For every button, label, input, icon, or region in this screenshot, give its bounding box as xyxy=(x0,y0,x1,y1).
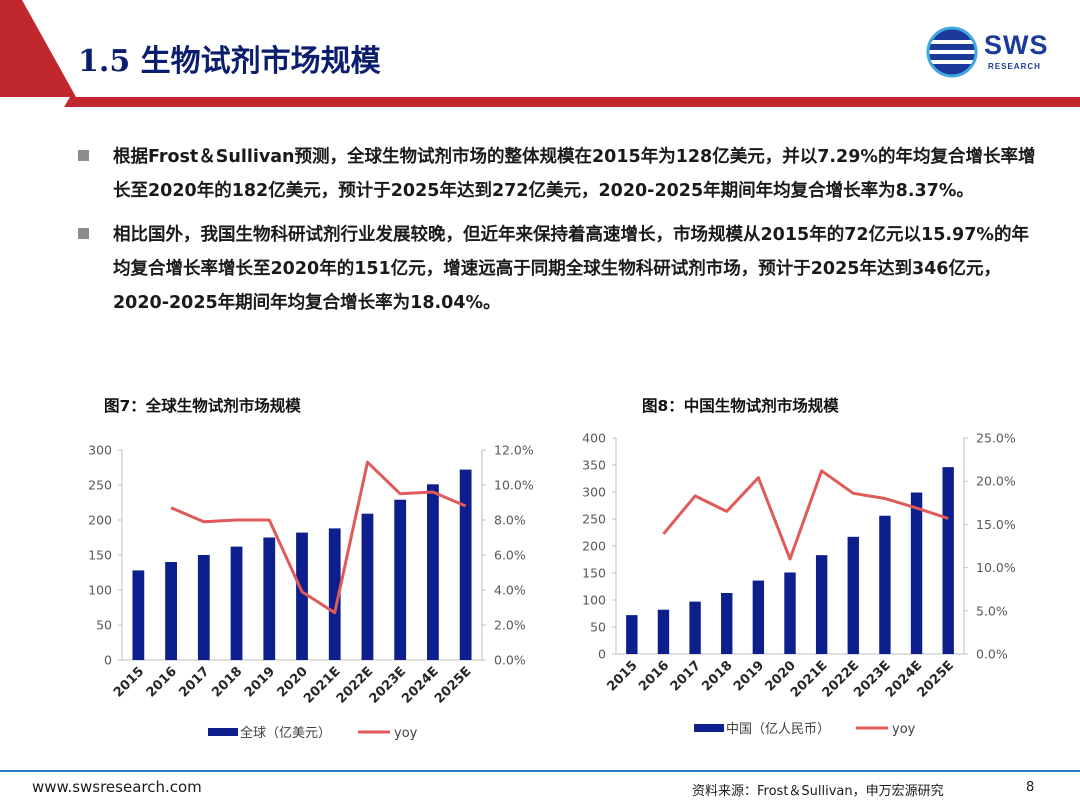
right-tick-label: 0.0% xyxy=(494,653,526,668)
x-tick-label: 2016 xyxy=(636,658,672,694)
bar-2015 xyxy=(132,570,145,660)
bar-2020 xyxy=(296,532,308,660)
x-tick-label: 2015 xyxy=(604,658,640,694)
chart-global: 0 50 100 150 200 250 300 0.0% 2.0% 4.0% 6.0% 8.0% 10… xyxy=(88,443,534,742)
bullet-text-global: 根据Frost＆Sullivan预测，全球生物试剂市场的整体规模在2015年为1… xyxy=(113,147,1036,201)
left-tick-label: 0 xyxy=(598,647,606,662)
legend-bar-label: 中国（亿人民币） xyxy=(726,722,830,737)
bar-2018 xyxy=(230,546,243,660)
left-tick-label: 200 xyxy=(88,513,112,528)
left-tick-label: 150 xyxy=(582,566,606,581)
right-tick-label: 20.0% xyxy=(976,474,1016,489)
bar-2020 xyxy=(784,572,796,654)
bar-2021E xyxy=(328,528,341,660)
bar-2022E xyxy=(847,536,859,654)
x-tick-label: 2018 xyxy=(699,658,735,694)
bar-2023E xyxy=(394,499,407,660)
bar-2021E xyxy=(815,555,828,654)
yoy-line xyxy=(170,460,467,615)
x-tick-label: 2017 xyxy=(668,658,704,694)
left-tick-label: 150 xyxy=(88,548,112,563)
bar-2018 xyxy=(721,592,733,654)
yoy-line xyxy=(662,469,949,561)
bar-2016 xyxy=(165,562,177,660)
x-tick-label: 2025E xyxy=(432,664,474,706)
footer-source: 资料来源：Frost＆Sullivan，申万宏源研究 xyxy=(692,784,944,799)
x-tick-label: 2017 xyxy=(176,664,212,700)
header-bar xyxy=(64,97,1080,107)
left-tick-label: 50 xyxy=(590,620,606,635)
logo-text: SWS xyxy=(984,30,1049,60)
x-tick-label: 2015 xyxy=(111,664,147,700)
left-tick-label: 400 xyxy=(582,431,606,446)
left-tick-label: 200 xyxy=(582,539,606,554)
legend-bar-swatch xyxy=(694,724,724,732)
right-tick-label: 6.0% xyxy=(494,548,526,563)
legend-bar-label: 全球（亿美元） xyxy=(240,725,331,741)
sws-logo: SWS RESEARCH xyxy=(926,26,1066,80)
left-tick-label: 300 xyxy=(582,485,606,500)
bar-2019 xyxy=(263,537,276,660)
logo-subtext: RESEARCH xyxy=(988,62,1041,71)
header-corner-shape xyxy=(0,0,76,97)
bullet-square-icon xyxy=(78,228,89,239)
bar-2023E xyxy=(879,515,891,654)
x-tick-label: 2019 xyxy=(731,658,767,694)
right-tick-label: 10.0% xyxy=(976,560,1016,575)
bar-2024E xyxy=(427,484,439,660)
right-tick-label: 25.0% xyxy=(976,431,1016,446)
right-tick-label: 10.0% xyxy=(494,478,534,493)
legend-line-label: yoy xyxy=(394,726,418,741)
x-tick-label: 2018 xyxy=(209,664,245,700)
right-tick-label: 15.0% xyxy=(976,517,1016,532)
legend-bar-swatch xyxy=(208,728,238,736)
bullet-item: 根据Frost＆Sullivan预测，全球生物试剂市场的整体规模在2015年为1… xyxy=(78,140,1038,208)
bar-2017 xyxy=(689,601,701,654)
right-tick-label: 8.0% xyxy=(494,513,526,528)
bar-2016 xyxy=(657,609,670,654)
bullet-list: 根据Frost＆Sullivan预测，全球生物试剂市场的整体规模在2015年为1… xyxy=(78,140,1038,330)
left-tick-label: 100 xyxy=(582,593,606,608)
right-tick-label: 0.0% xyxy=(976,647,1008,662)
globe-icon xyxy=(926,26,978,78)
page-title: 1.5 生物试剂市场规模 xyxy=(78,44,381,79)
left-tick-label: 0 xyxy=(104,653,112,668)
bar-2015 xyxy=(626,615,638,654)
page-number: 8 xyxy=(1026,780,1035,795)
right-tick-label: 12.0% xyxy=(494,443,534,458)
left-tick-label: 350 xyxy=(582,458,606,473)
bar-2025E xyxy=(942,467,954,654)
x-tick-label: 2016 xyxy=(144,664,180,700)
right-tick-label: 4.0% xyxy=(494,583,526,598)
bullet-item: 相比国外，我国生物科研试剂行业发展较晚，但近年来保持着高速增长，市场规模从201… xyxy=(78,218,1038,320)
left-tick-label: 100 xyxy=(88,583,112,598)
bar-2024E xyxy=(910,492,923,654)
bar-2019 xyxy=(752,580,765,654)
left-tick-label: 50 xyxy=(96,618,112,633)
chart-china: 0 50 100 150 200 250 300 350 400 0.0% 5.0% 10.0% 15.… xyxy=(582,431,1016,738)
legend-line-label: yoy xyxy=(892,722,916,737)
x-tick-label: 2019 xyxy=(242,664,278,700)
footer-url[interactable]: www.swsresearch.com xyxy=(32,778,202,796)
left-tick-label: 250 xyxy=(582,512,606,527)
bar-2022E xyxy=(361,513,374,660)
right-tick-label: 5.0% xyxy=(976,603,1008,618)
chart-title-global: 图7：全球生物试剂市场规模 xyxy=(104,397,301,415)
right-tick-label: 2.0% xyxy=(494,618,526,633)
footer-line xyxy=(0,770,1080,772)
chart-title-china: 图8：中国生物试剂市场规模 xyxy=(642,397,839,415)
bar-2025E xyxy=(459,469,472,660)
bullet-square-icon xyxy=(78,150,89,161)
bar-2017 xyxy=(197,555,210,660)
bullet-text-china: 相比国外，我国生物科研试剂行业发展较晚，但近年来保持着高速增长，市场规模从201… xyxy=(113,225,1029,313)
left-tick-label: 300 xyxy=(88,443,112,458)
left-tick-label: 250 xyxy=(88,478,112,493)
